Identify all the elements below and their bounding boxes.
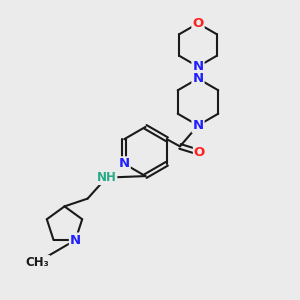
Text: N: N <box>70 233 81 247</box>
Text: O: O <box>194 146 205 159</box>
Text: N: N <box>192 72 204 85</box>
Text: N: N <box>192 60 204 73</box>
Text: CH₃: CH₃ <box>26 256 50 269</box>
Text: O: O <box>192 17 204 30</box>
Text: N: N <box>192 119 204 132</box>
Text: N: N <box>118 157 130 170</box>
Text: NH: NH <box>97 171 116 184</box>
